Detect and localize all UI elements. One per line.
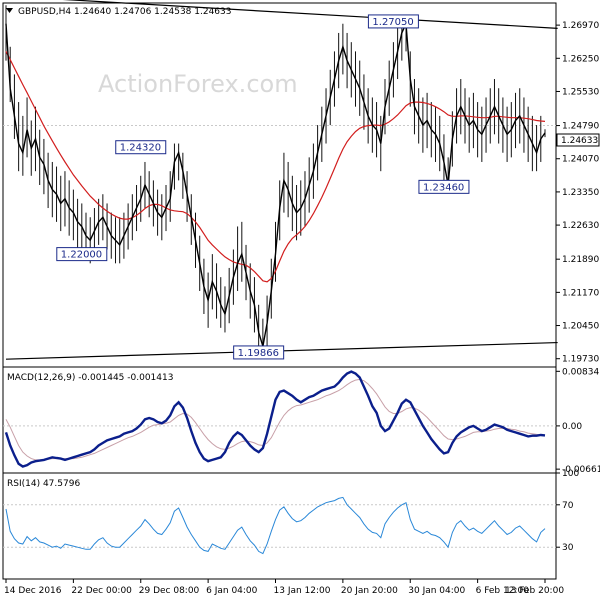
- level-label-box: [418, 179, 470, 194]
- price-tick-label: 1.23350: [562, 188, 599, 198]
- x-tick-label: 30 Jan 04:00: [408, 586, 465, 596]
- symbol-header: GBPUSD,H4 1.24640 1.24706 1.24538 1.2463…: [18, 7, 231, 17]
- price-tick-label: 1.20450: [562, 322, 599, 332]
- level-label: 1.27050: [372, 17, 413, 28]
- trendline: [62, 0, 558, 29]
- current-price-box: [556, 133, 600, 147]
- macd-tick-label: -0.00661: [562, 465, 600, 475]
- rsi-title: RSI(14) 47.5796: [7, 479, 80, 489]
- price-tick-label: 1.21170: [562, 288, 599, 298]
- x-tick-label: 6 Feb 12:00: [476, 586, 530, 596]
- macd-title: MACD(12,26,9) -0.001445 -0.001413: [7, 373, 173, 383]
- level-label-box: [115, 140, 167, 155]
- x-tick-label: 13 Feb 20:00: [505, 586, 564, 596]
- x-tick-label: 13 Jan 12:00: [274, 586, 331, 596]
- level-label: 1.22000: [61, 250, 102, 261]
- current-price-marker: 1.24633: [556, 133, 600, 147]
- macd-panel: [2, 366, 557, 474]
- x-axis: 14 Dec 2016 22 Dec 00:00 29 Dec 08:00 6 Jan…: [4, 579, 564, 596]
- price-tick-label: 1.19730: [562, 355, 599, 365]
- level-label-box: [233, 345, 285, 360]
- price-tick-label: 1.25530: [562, 87, 599, 97]
- rsi-panel: [2, 472, 557, 580]
- level-label: 1.23460: [423, 182, 464, 193]
- macd-axis: 0.008341 0.00 -0.00661: [556, 367, 600, 475]
- current-price-label: 1.24633: [561, 136, 598, 146]
- moving-average-line: [5, 51, 546, 283]
- price-tick-label: 1.21890: [562, 255, 599, 265]
- x-tick-label: 6 Jan 04:00: [206, 586, 258, 596]
- x-tick-label: 29 Dec 08:00: [139, 586, 200, 596]
- level-label: 1.24320: [120, 143, 161, 154]
- price-tick-label: 1.24070: [562, 155, 599, 165]
- rsi-line: [5, 496, 546, 555]
- rsi-axis: 100 70 30: [556, 469, 579, 553]
- rsi-tick-label: 100: [562, 469, 579, 479]
- price-tick-label: 1.26250: [562, 54, 599, 64]
- macd-line: [4, 370, 546, 468]
- price-line: [5, 20, 546, 347]
- level-label: 1.19866: [238, 348, 279, 359]
- level-label-box: [56, 247, 108, 262]
- rsi-grid: [3, 504, 556, 548]
- level-label-box: [367, 14, 419, 29]
- x-tick-label: 20 Jan 20:00: [341, 586, 398, 596]
- macd-tick-label: 0.00: [562, 422, 582, 432]
- x-tick-label: 22 Dec 00:00: [71, 586, 132, 596]
- rsi-tick-label: 70: [562, 501, 574, 511]
- price-tick-label: 1.22630: [562, 221, 599, 231]
- header-triangle-icon: [6, 8, 13, 13]
- price-tick-label: 1.24790: [562, 122, 599, 132]
- price-tick-label: 1.26970: [562, 21, 599, 31]
- level-labels: 1.27050 1.24320 1.22000 1.23460 1.19866: [56, 14, 470, 360]
- price-axis: 1.26970 1.26250 1.25530 1.24790 1.24070 1.233…: [556, 21, 599, 365]
- rsi-tick-label: 30: [562, 543, 574, 553]
- macd-tick-label: 0.008341: [562, 367, 600, 377]
- x-tick-label: 14 Dec 2016: [4, 586, 62, 596]
- watermark: ActionForex.com: [98, 70, 298, 98]
